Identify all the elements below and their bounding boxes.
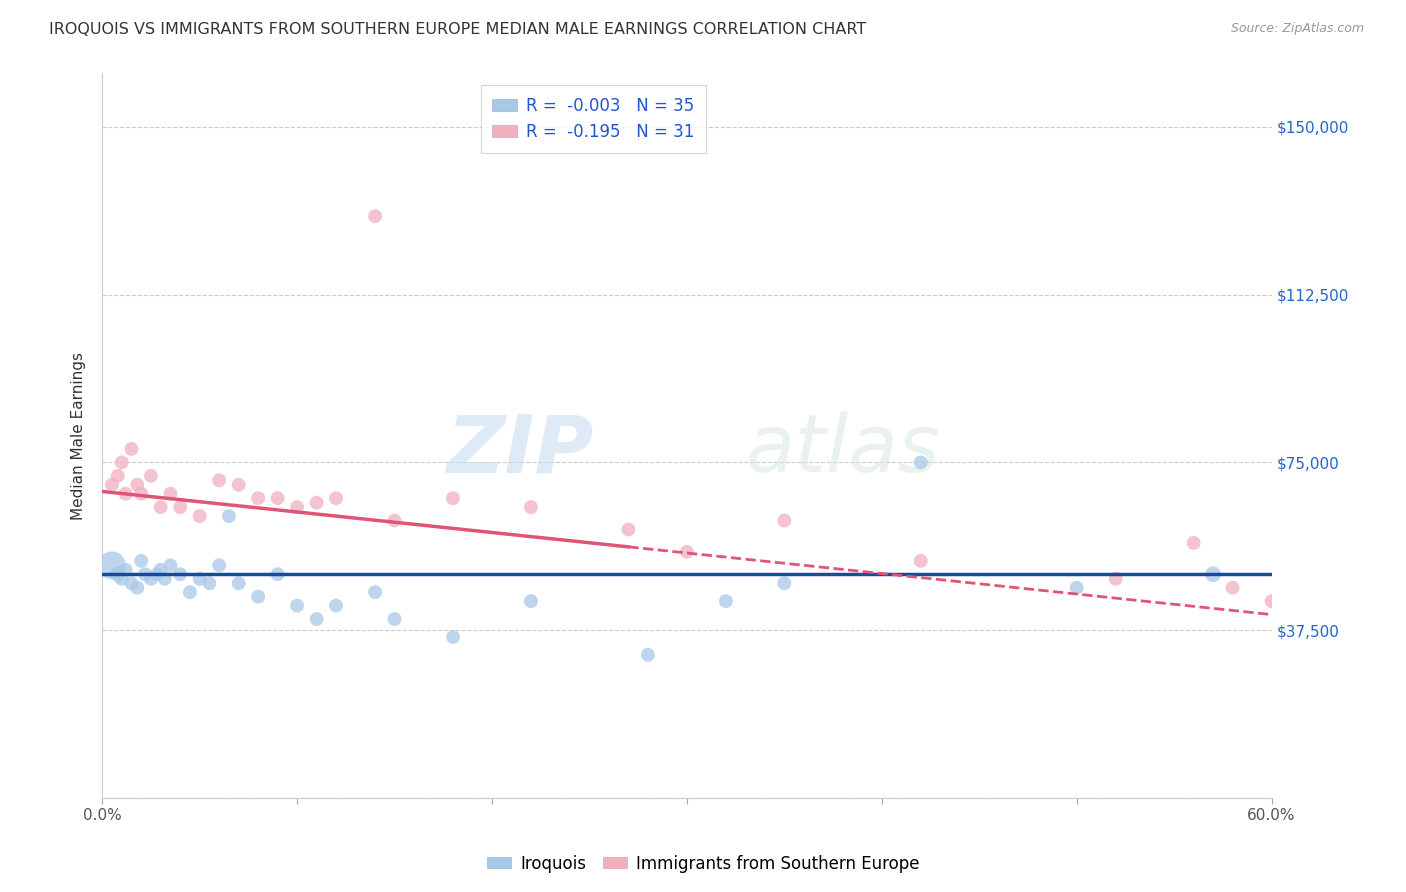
Text: IROQUOIS VS IMMIGRANTS FROM SOUTHERN EUROPE MEDIAN MALE EARNINGS CORRELATION CHA: IROQUOIS VS IMMIGRANTS FROM SOUTHERN EUR… (49, 22, 866, 37)
Point (441, 630, 464, 644)
Point (1222, 581, 1244, 595)
Point (134, 567, 156, 582)
Point (149, 500, 172, 515)
Point (120, 576, 142, 591)
Point (773, 514, 796, 528)
Point (129, 554, 152, 568)
Point (247, 491, 270, 506)
Point (188, 509, 211, 524)
Point (107, 567, 129, 582)
Point (159, 558, 181, 573)
Point (153, 572, 176, 586)
Point (107, 468, 129, 483)
Point (617, 523, 640, 537)
Text: Source: ZipAtlas.com: Source: ZipAtlas.com (1230, 22, 1364, 36)
Point (139, 468, 162, 483)
Point (188, 572, 211, 586)
Point (266, 567, 288, 582)
Point (139, 572, 162, 586)
Point (384, 514, 406, 528)
Point (364, 209, 387, 223)
Point (637, 648, 659, 662)
Point (714, 594, 737, 608)
Text: ZIP: ZIP (446, 411, 593, 489)
Text: atlas: atlas (745, 411, 941, 489)
Point (676, 545, 699, 559)
Point (120, 442, 142, 456)
Legend: Iroquois, Immigrants from Southern Europe: Iroquois, Immigrants from Southern Europ… (479, 848, 927, 880)
Legend: R =  -0.003   N = 35, R =  -0.195   N = 31: R = -0.003 N = 35, R = -0.195 N = 31 (481, 85, 706, 153)
Point (179, 585, 201, 599)
Point (208, 473, 231, 487)
Point (149, 563, 172, 577)
Point (1202, 567, 1225, 582)
Point (325, 599, 347, 613)
Point (441, 491, 464, 506)
Point (228, 477, 250, 491)
Point (364, 585, 387, 599)
Point (520, 500, 543, 515)
Point (305, 496, 328, 510)
Point (127, 477, 149, 491)
Point (910, 455, 932, 469)
Point (198, 576, 221, 591)
Point (114, 486, 136, 500)
Point (129, 486, 152, 500)
Point (208, 558, 231, 573)
Point (159, 486, 181, 500)
Point (228, 576, 250, 591)
Point (325, 491, 347, 506)
Point (1066, 581, 1088, 595)
Point (285, 599, 308, 613)
Point (266, 491, 288, 506)
Y-axis label: Median Male Earnings: Median Male Earnings (72, 351, 86, 519)
Point (247, 590, 270, 604)
Point (101, 477, 124, 491)
Point (1105, 572, 1128, 586)
Point (285, 500, 308, 515)
Point (1182, 536, 1205, 550)
Point (127, 581, 149, 595)
Point (114, 563, 136, 577)
Point (773, 576, 796, 591)
Point (169, 500, 191, 515)
Point (384, 612, 406, 626)
Point (111, 572, 134, 586)
Point (169, 567, 191, 582)
Point (1260, 594, 1282, 608)
Point (520, 594, 543, 608)
Point (111, 455, 134, 469)
Point (101, 558, 124, 573)
Point (146, 567, 169, 582)
Point (218, 509, 240, 524)
Point (305, 612, 328, 626)
Point (910, 554, 932, 568)
